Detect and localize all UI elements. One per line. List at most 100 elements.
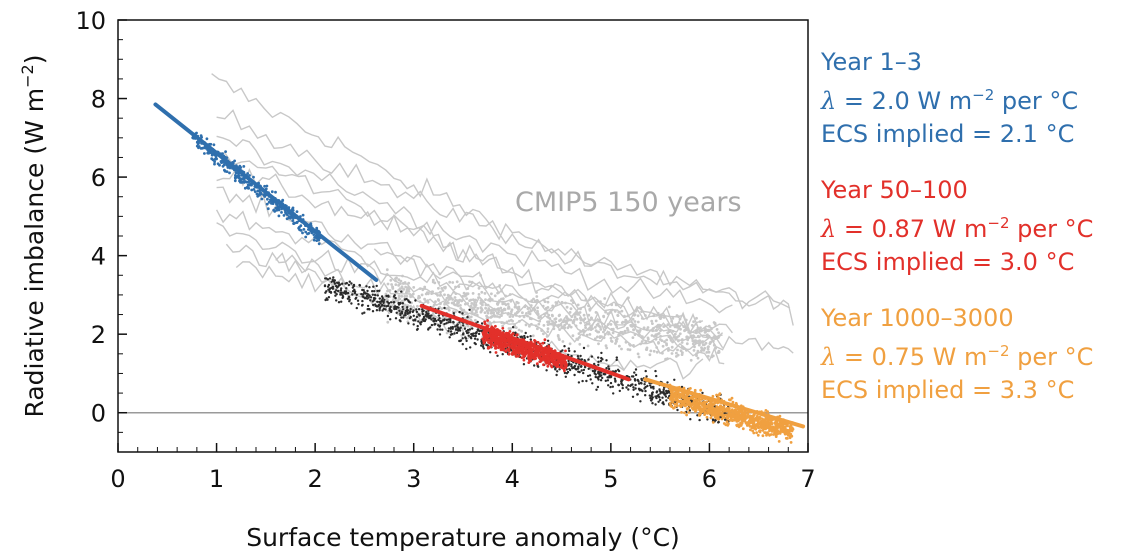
transition-point — [466, 328, 470, 332]
transition-point — [376, 289, 379, 293]
cmip5-point — [710, 327, 713, 331]
transition-point — [407, 322, 410, 325]
transition-point — [463, 327, 467, 330]
cmip5-point — [496, 312, 499, 315]
cmip5-point — [498, 315, 501, 319]
cmip5-point — [659, 334, 662, 338]
cmip5-point — [526, 314, 529, 318]
transition-point — [438, 317, 441, 320]
transition-point — [696, 414, 699, 417]
cmip5-point — [585, 333, 589, 337]
cmip5-point — [662, 316, 666, 319]
transition-point — [378, 300, 381, 304]
cmip5-point — [384, 292, 388, 296]
cmip5-point — [644, 341, 648, 344]
year-50-100-point — [482, 339, 486, 342]
cmip5-point — [447, 308, 451, 312]
year-1-3-point — [247, 186, 251, 190]
transition-point — [337, 301, 341, 304]
year-1000-3000-point — [761, 434, 765, 438]
cmip5-point — [400, 294, 404, 298]
cmip5-point — [648, 353, 652, 357]
cmip5-point — [599, 325, 602, 329]
cmip5-point — [483, 311, 487, 314]
cmip5-point — [602, 315, 606, 319]
year-50-100-point — [501, 326, 505, 330]
transition-point — [587, 358, 590, 361]
transition-point — [485, 343, 488, 347]
transition-point — [373, 290, 376, 293]
cmip5-point — [571, 301, 575, 304]
year-50-100-point — [563, 366, 566, 370]
year-50-100-point — [525, 345, 529, 348]
year-1000-3000-point — [784, 427, 787, 431]
year-1000-3000-point — [692, 400, 696, 404]
cmip5-annotation: CMIP5 150 years — [515, 187, 742, 218]
transition-point — [394, 290, 397, 293]
transition-point — [476, 328, 480, 331]
transition-point — [594, 375, 597, 379]
cmip5-curve — [373, 248, 794, 354]
cmip5-point — [579, 330, 582, 334]
year-50-100-point — [556, 364, 560, 368]
year-1000-3000-point — [680, 404, 684, 407]
cmip5-point — [455, 280, 459, 284]
year-50-100-point — [536, 341, 540, 344]
cmip5-point — [691, 334, 695, 337]
year-1000-3000-point — [683, 404, 687, 408]
transition-point — [399, 301, 402, 305]
transition-point — [335, 289, 338, 292]
year-1000-3000-point — [760, 419, 764, 423]
transition-point — [634, 383, 637, 387]
year-50-100-point — [515, 347, 519, 351]
year-1000-3000-point — [778, 414, 782, 418]
cmip5-point — [500, 289, 503, 293]
cmip5-point — [385, 298, 388, 301]
cmip5-point — [386, 282, 390, 286]
year-1000-3000-point — [763, 419, 767, 422]
transition-point — [580, 369, 583, 372]
transition-point — [554, 367, 557, 370]
year-1000-3000-point — [725, 414, 729, 418]
transition-point — [666, 381, 669, 384]
cmip5-point — [674, 323, 677, 327]
transition-point — [590, 355, 594, 358]
cmip5-point — [636, 314, 640, 318]
cmip5-point — [430, 292, 433, 295]
year-1000-3000-point — [746, 415, 750, 418]
cmip5-point — [565, 322, 569, 325]
cmip5-point — [440, 287, 444, 290]
cmip5-point — [426, 292, 430, 296]
cmip5-point — [518, 315, 522, 318]
cmip5-point — [676, 348, 679, 352]
cmip5-point — [561, 320, 565, 324]
cmip5-point — [610, 340, 614, 343]
cmip5-point — [646, 326, 650, 329]
cmip5-point — [672, 335, 676, 339]
transition-point — [701, 391, 704, 395]
cmip5-point — [694, 330, 698, 334]
cmip5-point — [645, 328, 649, 331]
transition-point — [473, 341, 476, 345]
transition-point — [353, 290, 357, 293]
year-1000-3000-point — [672, 406, 675, 410]
cmip5-point — [528, 324, 531, 328]
transition-point — [348, 280, 351, 283]
year-1000-3000-point — [685, 413, 688, 417]
year-50-100-point — [514, 349, 518, 353]
cmip5-point — [571, 321, 575, 325]
cmip5-point — [687, 330, 691, 334]
year-1-3-point — [298, 225, 301, 229]
cmip5-point — [527, 310, 531, 313]
transition-point — [662, 403, 665, 406]
cmip5-point — [678, 317, 682, 321]
cmip5-point — [665, 338, 669, 342]
transition-point — [458, 310, 461, 314]
year-1000-3000-point — [756, 426, 760, 429]
year-1000-3000-point — [756, 420, 760, 423]
year-1-3-point — [301, 213, 305, 217]
cmip5-point — [487, 307, 491, 310]
cmip5-point — [673, 332, 677, 336]
transition-point — [533, 364, 536, 367]
cmip5-point — [423, 297, 426, 301]
